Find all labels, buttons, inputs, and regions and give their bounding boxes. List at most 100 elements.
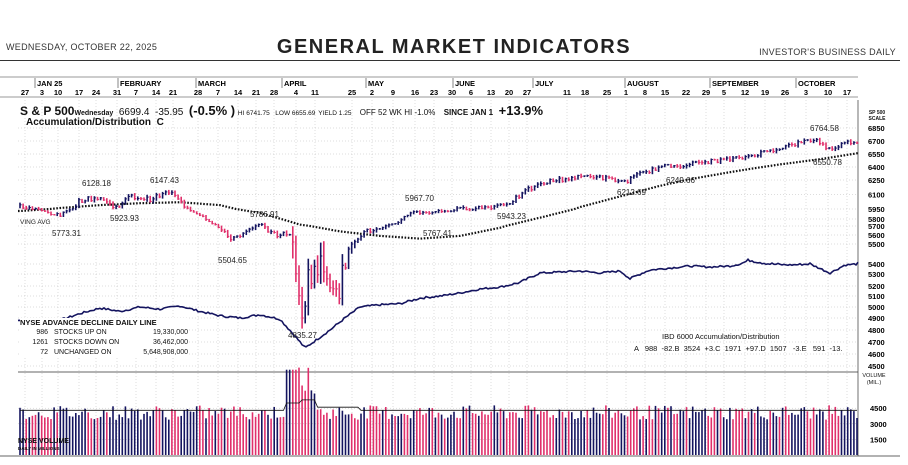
day-label: 24 — [92, 88, 101, 97]
month-label: FEBRUARY — [120, 79, 161, 88]
day-label: 11 — [311, 88, 319, 97]
day-label: 31 — [113, 88, 121, 97]
price-tick-label: 5600 — [868, 231, 885, 240]
day-label: 8 — [643, 88, 647, 97]
price-tick-label: 5500 — [868, 240, 885, 249]
day-label: 16 — [411, 88, 419, 97]
price-annotation: 6147.43 — [150, 176, 179, 185]
volume-title: NYSE VOLUME — [18, 438, 69, 445]
sp500-yield: YIELD 1.25 — [318, 110, 352, 117]
volume-tick-label: 1500 — [870, 435, 887, 444]
sp500-name: S & P 500 — [20, 104, 75, 118]
day-label: 17 — [843, 88, 851, 97]
sp500-low: LOW 6655.69 — [275, 110, 316, 117]
adline-label: STOCKS DOWN ON — [54, 339, 120, 346]
day-label: 11 — [563, 88, 571, 97]
day-label: 1 — [624, 88, 628, 97]
price-tick-label: 5800 — [868, 215, 885, 224]
sp500-pct: (-0.5% ) — [188, 103, 236, 118]
day-label: 21 — [252, 88, 260, 97]
ibd6000-row: A 988 -82.B 3524 +3.C 1971 +97.D 1507 -3… — [634, 344, 843, 353]
page-title: GENERAL MARKET INDICATORS — [276, 36, 632, 58]
day-label: 6 — [469, 88, 473, 97]
sp500-hi: HI 6741.75 — [237, 110, 270, 117]
price-annotation: 5943.23 — [497, 212, 526, 221]
price-tick-label: 6100 — [868, 191, 885, 200]
price-tick-label: 5100 — [868, 292, 885, 301]
month-label: APRIL — [284, 79, 307, 88]
accum-dist-grade: C — [156, 117, 164, 128]
adline-box: NYSE ADVANCE DECLINE DAILY LINE 986 STOC… — [20, 318, 188, 358]
month-label: OCTOBER — [798, 79, 836, 88]
day-label: 25 — [603, 88, 611, 97]
price-tick-label: 4600 — [868, 350, 885, 359]
price-annotation: 6128.18 — [82, 179, 111, 188]
day-label: 23 — [430, 88, 438, 97]
day-label: 28 — [270, 88, 278, 97]
ma-label: VING AVG — [20, 219, 51, 226]
day-label: 25 — [348, 88, 356, 97]
day-label: 4 — [294, 88, 299, 97]
price-tick-label: 5700 — [868, 222, 885, 231]
price-annotation: 4835.27 — [288, 331, 317, 340]
price-annotation: 5773.31 — [52, 229, 81, 238]
day-label: 15 — [661, 88, 669, 97]
price-tick-label: 4700 — [868, 338, 885, 347]
day-label: 10 — [824, 88, 832, 97]
sp500-change: -35.95 — [154, 107, 184, 118]
month-label: SEPTEMBER — [712, 79, 759, 88]
adline-label: STOCKS UP ON — [54, 329, 107, 336]
price-annotation: 5767.41 — [423, 229, 452, 238]
price-tick-label: 5200 — [868, 282, 885, 291]
day-label: 19 — [761, 88, 769, 97]
sp500-info-line: S & P 500Wednesday 6699.4 -35.95 (-0.5% … — [20, 103, 543, 118]
day-label: 29 — [702, 88, 710, 97]
price-annotation: 5504.65 — [218, 256, 247, 265]
day-label: 18 — [581, 88, 589, 97]
adline-row: 72 UNCHANGED ON 5,648,908,000 — [20, 348, 188, 358]
month-label: JUNE — [455, 79, 475, 88]
adline-vol: 19,330,000 — [152, 329, 188, 336]
day-label: 9 — [391, 88, 395, 97]
price-tick-label: 5000 — [868, 303, 885, 312]
month-label: MARCH — [198, 79, 226, 88]
adline-count: 986 — [36, 329, 48, 336]
ibd6000-title: IBD 6000 Accumulation/Distribution — [662, 332, 780, 341]
price-annotation: 6212.69 — [617, 188, 646, 197]
price-tick-label: 6400 — [868, 163, 885, 172]
price-annotation: 6550.78 — [813, 158, 842, 167]
day-label: 14 — [152, 88, 161, 97]
price-annotation: 6249.66 — [666, 176, 695, 185]
volume-tick-label: 3000 — [870, 420, 887, 429]
sp500-close: 6699.4 — [118, 107, 150, 118]
accum-dist-text: Accumulation/Distribution — [26, 117, 151, 128]
adline-series — [17, 257, 859, 348]
price-tick-label: 6550 — [868, 150, 885, 159]
day-label: 20 — [505, 88, 513, 97]
price-tick-label: 6850 — [868, 124, 885, 133]
day-label: 12 — [741, 88, 749, 97]
sp500-off-hi: OFF 52 WK HI -1.0% — [359, 108, 436, 117]
sp500-since-label: SINCE JAN 1 — [443, 108, 494, 117]
day-label: 26 — [781, 88, 789, 97]
moving-average-line — [18, 152, 859, 240]
day-label: 21 — [169, 88, 177, 97]
volume-label: NYSE VOLUME DAILY IN MILLIONS — [18, 438, 69, 452]
day-label: 3 — [804, 88, 808, 97]
day-label: 27 — [523, 88, 531, 97]
day-label: 28 — [194, 88, 202, 97]
adline-count: 72 — [40, 349, 48, 356]
ibd6000-box: IBD 6000 Accumulation/Distribution A 988… — [634, 331, 842, 355]
header-rule — [0, 60, 900, 61]
volume-average-line — [20, 399, 857, 411]
volume-tick-label: 4500 — [870, 404, 887, 413]
volume-subtitle: DAILY IN MILLIONS — [18, 446, 60, 451]
sp500-scale-label: SP 500 SCALE — [868, 110, 886, 122]
adline-row: 1261 STOCKS DOWN ON 36,462,000 — [20, 338, 188, 348]
adline-vol: 5,648,908,000 — [143, 349, 188, 356]
adline-vol: 36,462,000 — [152, 339, 188, 346]
price-annotation: 5786.91 — [250, 210, 279, 219]
price-tick-label: 4500 — [868, 362, 885, 371]
sp500-since-value: +13.9% — [498, 103, 544, 118]
